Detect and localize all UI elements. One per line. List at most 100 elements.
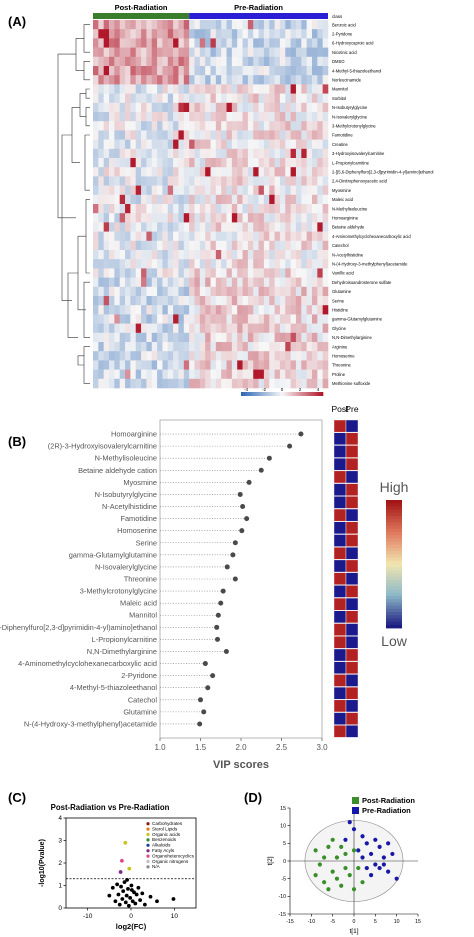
vip-point [218, 600, 224, 606]
heatmap-cell [247, 38, 254, 48]
heatmap-cell [269, 213, 275, 223]
heatmap-cell [237, 20, 243, 30]
heatmap-cell [109, 360, 115, 370]
heatmap-cell [178, 286, 185, 297]
volcano-point [125, 877, 129, 882]
heatmap-cell [279, 342, 286, 352]
heatmap-cell [210, 360, 217, 370]
heatmap-cell [205, 121, 211, 131]
heatmap-cell [311, 84, 318, 94]
heatmap-cell [162, 20, 169, 30]
heatmap-cell [167, 240, 174, 251]
heatmap-cell [317, 277, 323, 288]
heatmap-cell [263, 102, 270, 113]
heatmap-cell [279, 56, 286, 67]
heatmap-cell [173, 250, 179, 260]
heatmap-cell [258, 240, 265, 251]
heatmap-cell [253, 20, 259, 30]
heatmap-cell [221, 332, 227, 343]
heatmap-cell [285, 29, 291, 39]
heatmap-cell [98, 121, 104, 131]
heatmap-cell [199, 369, 206, 380]
heatmap-cell [162, 360, 169, 370]
heatmap-cell [237, 75, 243, 85]
row-label: Norleucinamide [332, 77, 362, 82]
heatmap-cell [146, 305, 153, 315]
heatmap-cell [290, 38, 297, 48]
heatmap-cell [114, 323, 120, 334]
heatmap-cell [151, 277, 158, 288]
heatmap-cell [162, 250, 169, 260]
heatmap-cell [157, 158, 163, 168]
heatmap-cell [167, 314, 174, 324]
heatmap-cell [301, 250, 307, 260]
dendrogram-branch [79, 93, 86, 117]
heatmap-cell [194, 342, 201, 352]
heatmap-cell [178, 268, 185, 278]
heatmap-cell [253, 112, 259, 122]
heatmap-cell [279, 305, 286, 315]
heatmap-cell [93, 305, 99, 315]
heatmap-cell [263, 323, 270, 334]
vip-label: Homoserine [117, 526, 157, 535]
heatmap-cell [285, 176, 291, 186]
heatmap-cell [301, 38, 307, 48]
row-label: 3-Methylcrotonylglycine [332, 123, 376, 128]
heatmap-cell [135, 29, 142, 39]
vip-heat-pre [345, 559, 359, 573]
heatmap-cell [114, 250, 120, 260]
group-bar-pre [189, 13, 328, 19]
heatmap-cell [247, 130, 254, 140]
heatmap-cell [274, 296, 281, 306]
heatmap-cell [215, 66, 222, 76]
heatmap-cell [269, 176, 275, 186]
heatmap-cell [199, 102, 206, 113]
vip-legend-swatch [386, 557, 402, 562]
heatmap-cell [285, 102, 291, 113]
heatmap-cell [125, 305, 131, 315]
colorbar-tick: -4 [244, 387, 248, 392]
heatmap-cell [98, 56, 104, 67]
heatmap-cell [247, 121, 254, 131]
heatmap-cell [119, 185, 126, 196]
heatmap-cell [109, 47, 115, 58]
heatmap-cell [221, 167, 227, 177]
heatmap-cell [290, 93, 297, 104]
heatmap-cell [242, 222, 249, 232]
heatmap-cell [146, 93, 153, 104]
heatmap-cell [285, 185, 291, 196]
pca-point-pre [381, 862, 386, 867]
pca-x-tick-label: 0 [353, 919, 356, 925]
heatmap-cell [205, 231, 211, 242]
heatmap-cell [146, 213, 153, 223]
heatmap-cell [322, 296, 329, 306]
heatmap-cell [125, 351, 131, 361]
heatmap-cell [215, 167, 222, 177]
heatmap-cell [135, 277, 142, 288]
heatmap-cell [242, 66, 249, 76]
heatmap-cell [119, 323, 126, 334]
heatmap-cell [253, 369, 259, 380]
heatmap-cell [103, 323, 110, 334]
heatmap-cell [242, 240, 249, 251]
vip-label: Homoarginine [111, 430, 157, 439]
heatmap-cell [263, 305, 270, 315]
heatmap-cell [114, 38, 120, 48]
heatmap-cell [135, 369, 142, 380]
heatmap-cell [130, 351, 137, 361]
heatmap-cell [157, 38, 163, 48]
heatmap-cell [194, 305, 201, 315]
heatmap-cell [141, 296, 147, 306]
heatmap-cell [274, 259, 281, 269]
heatmap-cell [98, 148, 104, 159]
heatmap-cell [125, 121, 131, 131]
heatmap-cell [263, 378, 270, 389]
volcano-point [155, 899, 159, 904]
heatmap-cell [162, 38, 169, 48]
heatmap-cell [167, 194, 174, 205]
heatmap-cell [290, 112, 297, 122]
heatmap-cell [141, 323, 147, 334]
heatmap-cell [189, 342, 195, 352]
heatmap-cell [199, 360, 206, 370]
heatmap-cell [226, 231, 233, 242]
